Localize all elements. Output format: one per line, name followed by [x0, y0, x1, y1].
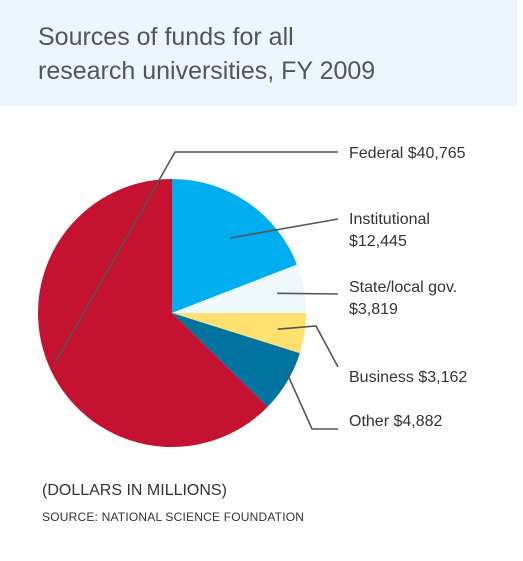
slice-other — [172, 313, 300, 407]
label-state-local-line-1: State/local gov. — [349, 279, 458, 296]
source-note: SOURCE: NATIONAL SCIENCE FOUNDATION — [42, 510, 305, 524]
units-note: (DOLLARS IN MILLIONS) — [42, 482, 227, 499]
title-band — [0, 0, 517, 106]
leader-line-other — [285, 370, 338, 430]
chart-title: Sources of funds for all research univer… — [38, 20, 375, 88]
label-institutional-line-2: $12,445 — [349, 233, 407, 250]
label-other-line-1: Other $4,882 — [349, 413, 443, 430]
label-business-line-1: Business $3,162 — [349, 369, 468, 386]
leader-line-business — [277, 325, 339, 368]
label-business: Business $3,162 — [349, 367, 467, 389]
chart-title-line-2: research universities, FY 2009 — [38, 57, 376, 85]
slice-business — [172, 312, 306, 354]
label-other: Other $4,882 — [349, 411, 442, 433]
label-state-local: State/local gov. $3,819 — [349, 277, 457, 321]
slice-federal — [37, 178, 268, 447]
label-institutional: Institutional $12,445 — [349, 209, 430, 253]
leader-line-institutional — [230, 218, 339, 239]
chart-title-line-1: Sources of funds for all — [38, 23, 294, 51]
label-state-local-line-2: $3,819 — [349, 301, 398, 318]
label-federal: Federal $40,765 — [349, 143, 466, 165]
label-institutional-line-1: Institutional — [349, 211, 430, 228]
leader-line-state-local — [277, 292, 339, 295]
slice-institutional — [172, 179, 297, 313]
label-federal-line-1: Federal $40,765 — [349, 145, 466, 162]
slice-state-local — [172, 264, 306, 313]
leader-line-federal — [55, 151, 338, 363]
